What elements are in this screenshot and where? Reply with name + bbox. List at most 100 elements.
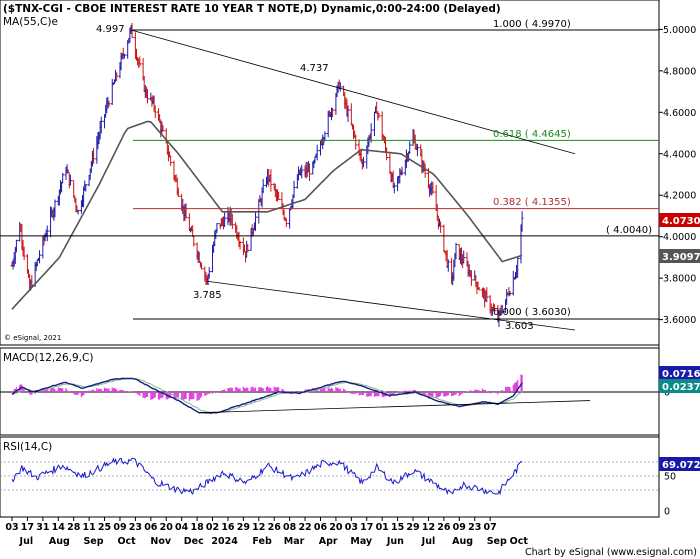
x-axis-day-label: 16 bbox=[221, 522, 235, 533]
x-axis-month-label: Nov bbox=[150, 536, 171, 547]
x-axis-day-label: 22 bbox=[298, 522, 311, 533]
ma-line bbox=[11, 120, 523, 310]
price-bar bbox=[22, 246, 26, 261]
x-axis-month-label: Feb bbox=[252, 536, 272, 547]
price-bar bbox=[161, 124, 165, 132]
x-axis-day-label: 12 bbox=[252, 522, 265, 533]
price-bar bbox=[38, 250, 42, 264]
fib-000-label: 0.000 ( 3.6030) bbox=[493, 307, 571, 318]
price-bar bbox=[446, 259, 450, 272]
macd-series bbox=[0, 374, 659, 414]
price-bar bbox=[392, 182, 396, 194]
macd-label: MACD(12,26,9,C) bbox=[3, 352, 93, 364]
price-bar bbox=[107, 100, 111, 108]
price-bar bbox=[300, 164, 304, 179]
price-axis-label: 4.6000 bbox=[663, 108, 696, 119]
x-axis-day-label: 26 bbox=[437, 522, 451, 533]
price-bar bbox=[477, 287, 481, 291]
x-axis-day-label: 20 bbox=[160, 522, 174, 533]
x-axis-month-label: May bbox=[350, 536, 373, 547]
macd-value: 0.0716 bbox=[662, 369, 700, 380]
price-bar bbox=[346, 105, 350, 122]
rsi-value-box bbox=[659, 457, 700, 471]
x-axis-day-label: 06 bbox=[144, 522, 158, 533]
x-axis-day-label: 17 bbox=[360, 522, 373, 533]
x-axis-day-label: 14 bbox=[52, 522, 66, 533]
price-bar bbox=[292, 180, 296, 199]
price-bar bbox=[269, 169, 273, 192]
price-bar bbox=[230, 213, 234, 229]
price-bar bbox=[115, 72, 119, 81]
x-axis-day-label: 08 bbox=[283, 522, 297, 533]
price-bar bbox=[439, 221, 443, 233]
fib-1000-label: 1.000 ( 4.9970) bbox=[493, 19, 571, 30]
price-axis-label: 4.4000 bbox=[663, 149, 696, 160]
annotation-4737: 4.737 bbox=[300, 63, 329, 74]
x-axis-day-label: 20 bbox=[329, 522, 343, 533]
x-axis-day-label: 02 bbox=[206, 522, 219, 533]
x-axis-month-label: Apr bbox=[319, 536, 338, 547]
macd-value-box bbox=[659, 366, 700, 380]
rsi-label: RSI(14,C) bbox=[3, 441, 52, 453]
ma-indicator-label: MA(55,C)e bbox=[3, 16, 58, 28]
x-axis-day-label: 11 bbox=[83, 522, 96, 533]
price-bar bbox=[146, 89, 150, 104]
price-axis-label: 3.6000 bbox=[663, 315, 696, 326]
macd-line bbox=[11, 377, 523, 414]
x-axis-month-label: Aug bbox=[49, 536, 70, 547]
x-axis-day-label: 12 bbox=[422, 522, 435, 533]
fibonacci-levels bbox=[0, 29, 659, 320]
x-axis-day-label: 03 bbox=[5, 522, 18, 533]
x-axis-month-label: Aug bbox=[452, 536, 473, 547]
last-price-box bbox=[659, 213, 700, 227]
price-bar bbox=[284, 218, 288, 228]
price-bar bbox=[431, 181, 435, 194]
x-axis-month-label: Jul bbox=[19, 536, 34, 547]
x-axis-month-label: Dec bbox=[184, 536, 204, 547]
price-bar bbox=[508, 291, 512, 296]
last-price-value: 4.0730 bbox=[662, 216, 700, 227]
price-bar bbox=[99, 116, 103, 134]
fib-618-label: 0.618 ( 4.4645) bbox=[493, 129, 571, 140]
x-axis-day-label: 29 bbox=[237, 522, 250, 533]
price-bar bbox=[516, 256, 520, 278]
price-bar bbox=[331, 107, 335, 118]
annotation-high: 4.997 bbox=[96, 24, 125, 35]
x-axis-month-label: Sep bbox=[83, 536, 103, 547]
price-bar bbox=[169, 155, 173, 166]
level-4004-label: ( 4.0040) bbox=[606, 225, 652, 236]
x-axis-day-label: 09 bbox=[453, 522, 466, 533]
price-bar bbox=[408, 141, 412, 154]
price-bar bbox=[92, 148, 96, 164]
x-axis-month-label: Sep bbox=[487, 536, 507, 547]
price-bar bbox=[385, 147, 389, 161]
rsi-pane bbox=[0, 436, 660, 518]
x-axis-month-label: Oct bbox=[510, 536, 529, 547]
x-axis-day-label: 01 bbox=[376, 522, 389, 533]
price-bar bbox=[277, 191, 281, 200]
x-axis-day-label: 25 bbox=[98, 522, 111, 533]
price-bar bbox=[68, 174, 72, 186]
footer-credit: Chart by eSignal (www.esignal.com) bbox=[525, 547, 697, 558]
rsi-series bbox=[0, 457, 659, 496]
price-bar bbox=[261, 178, 265, 194]
chart-title: ($TNX-CGI - CBOE INTEREST RATE 10 YEAR T… bbox=[3, 3, 501, 15]
x-axis-month-label: 2024 bbox=[211, 536, 238, 547]
x-axis-day-label: 03 bbox=[345, 522, 358, 533]
axes: 5.0000 4.8000 4.6000 4.4000 4.2000 4.0000 3.80… bbox=[5, 25, 696, 547]
price-bar bbox=[307, 163, 311, 181]
signal-value-box bbox=[659, 379, 700, 393]
price-bar bbox=[207, 267, 211, 279]
rsi-line bbox=[11, 457, 523, 496]
x-axis-day-label: 09 bbox=[113, 522, 126, 533]
price-bar bbox=[192, 235, 196, 247]
price-bar bbox=[84, 184, 88, 192]
price-bar bbox=[122, 53, 126, 59]
fib-382-label: 0.382 ( 4.1355) bbox=[493, 197, 571, 208]
price-bar bbox=[377, 112, 381, 119]
price-bar bbox=[500, 305, 504, 314]
price-bar bbox=[354, 134, 358, 150]
price-bar bbox=[469, 270, 473, 286]
price-bar bbox=[246, 244, 250, 253]
